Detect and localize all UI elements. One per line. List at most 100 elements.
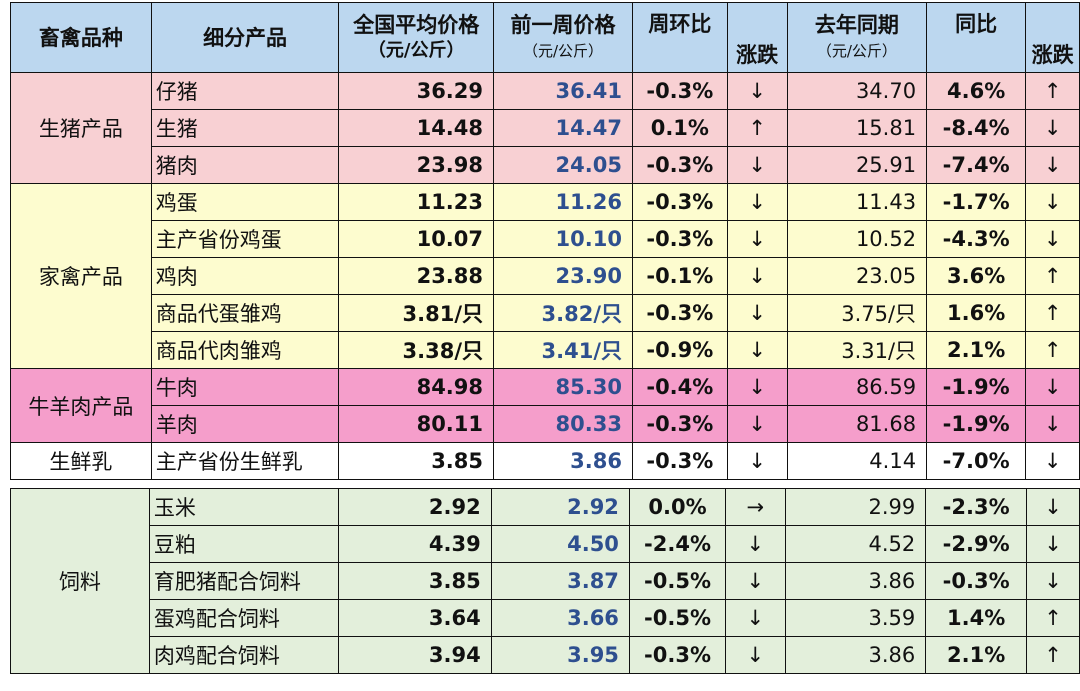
wow-arrow-icon: ↑	[726, 109, 788, 147]
header-last-year-title: 去年同期	[814, 12, 899, 37]
last-year-cell: 3.75/只	[786, 294, 928, 332]
wow-arrow-icon: ↓	[725, 599, 786, 637]
table-row: 羊肉 80.11 80.33 -0.3% ↓ 81.68 -1.9% ↓	[11, 405, 1080, 443]
wow-arrow-icon: →	[725, 488, 786, 526]
table-row: 生鲜乳 主产省份生鲜乳 3.85 3.86 -0.3% ↓ 4.14 -7.0% ↓	[10, 442, 1080, 480]
avg-price-cell: 3.81/只	[338, 294, 495, 332]
yoy-arrow-icon: ↑	[1026, 599, 1080, 637]
wow-arrow-icon: ↓	[726, 220, 788, 258]
avg-price-cell: 23.98	[338, 146, 495, 184]
product-cell: 玉米	[148, 488, 340, 526]
table-row: 主产省份鸡蛋 10.07 10.10 -0.3% ↓ 10.52 -4.3% ↓	[11, 220, 1080, 258]
product-cell: 商品代蛋雏鸡	[150, 294, 340, 332]
header-avg-price-unit: （元/公斤）	[367, 39, 465, 61]
header-wow: 周环比	[631, 2, 728, 73]
avg-price-cell: 3.85	[338, 562, 492, 600]
wow-cell: -0.3%	[631, 294, 728, 332]
header-last-year: 去年同期 （元/公斤）	[786, 2, 928, 73]
header-prev-week: 前一周价格 （元/公斤）	[493, 2, 633, 73]
last-year-cell: 3.31/只	[786, 331, 928, 369]
yoy-arrow-icon: ↓	[1026, 562, 1080, 600]
table-row: 蛋鸡配合饲料 3.64 3.66 -0.5% ↓ 3.59 1.4% ↑	[11, 599, 1080, 637]
wow-arrow-icon: ↓	[726, 368, 788, 406]
product-cell: 羊肉	[150, 405, 340, 443]
last-year-cell: 2.99	[784, 488, 927, 526]
wow-arrow-icon: ↓	[726, 442, 788, 480]
product-cell: 鸡蛋	[150, 183, 340, 221]
prev-week-cell: 10.10	[493, 220, 633, 258]
avg-price-cell: 3.94	[338, 636, 492, 674]
last-year-cell: 11.43	[786, 183, 928, 221]
product-cell: 生猪	[150, 109, 340, 147]
table-row: 生猪 14.48 14.47 0.1% ↑ 15.81 -8.4% ↓	[11, 109, 1080, 147]
table-row: 家禽产品 鸡蛋 11.23 11.26 -0.3% ↓ 11.43 -1.7% ↓	[10, 183, 1080, 369]
last-year-cell: 3.86	[784, 562, 927, 600]
product-cell: 主产省份生鲜乳	[150, 442, 340, 480]
last-year-cell: 25.91	[786, 146, 928, 184]
yoy-cell: -1.9%	[926, 368, 1027, 406]
yoy-cell: -4.3%	[926, 220, 1027, 258]
wow-arrow-icon: ↓	[726, 257, 788, 295]
avg-price-cell: 23.88	[338, 257, 495, 295]
avg-price-cell: 14.48	[338, 109, 495, 147]
wow-arrow-icon: ↓	[726, 146, 788, 184]
avg-price-cell: 80.11	[338, 405, 495, 443]
yoy-cell: -2.3%	[925, 488, 1028, 526]
wow-cell: -0.9%	[631, 331, 728, 369]
yoy-arrow-icon: ↓	[1025, 109, 1080, 147]
prev-week-cell: 4.50	[490, 525, 630, 563]
yoy-arrow-icon: ↑	[1025, 257, 1080, 295]
product-cell: 蛋鸡配合饲料	[148, 599, 340, 637]
feed-price-table: 饲料 玉米 2.92 2.92 0.0% → 2.99 -2.3% ↓ 豆粕 4.39 4.50 -2.…	[10, 488, 1080, 674]
product-cell: 育肥猪配合饲料	[148, 562, 340, 600]
wow-cell: -0.3%	[631, 146, 728, 184]
yoy-arrow-icon: ↑	[1026, 636, 1080, 674]
yoy-cell: 3.6%	[926, 257, 1027, 295]
avg-price-cell: 2.92	[338, 488, 492, 526]
product-cell: 肉鸡配合饲料	[148, 636, 340, 674]
avg-price-cell: 4.39	[338, 525, 492, 563]
prev-week-cell: 3.86	[493, 442, 633, 480]
table-row: 猪肉 23.98 24.05 -0.3% ↓ 25.91 -7.4% ↓	[11, 146, 1080, 184]
avg-price-cell: 3.64	[338, 599, 492, 637]
yoy-cell: -2.9%	[925, 525, 1028, 563]
table-row: 牛羊肉产品 牛肉 84.98 85.30 -0.4% ↓ 86.59 -1.9% ↓	[10, 368, 1080, 443]
header-last-year-unit: （元/公斤）	[816, 41, 897, 60]
avg-price-cell: 11.23	[338, 183, 495, 221]
yoy-cell: 2.1%	[925, 636, 1028, 674]
wow-cell: 0.1%	[631, 109, 728, 147]
product-cell: 商品代肉雏鸡	[150, 331, 340, 369]
prev-week-cell: 23.90	[493, 257, 633, 295]
wow-cell: -0.3%	[631, 220, 728, 258]
wow-cell: -0.3%	[631, 442, 728, 480]
table-row: 商品代蛋雏鸡 3.81/只 3.82/只 -0.3% ↓ 3.75/只 1.6% ↑	[11, 294, 1080, 332]
yoy-cell: 1.6%	[926, 294, 1027, 332]
prev-week-cell: 3.87	[490, 562, 630, 600]
header-prev-week-title: 前一周价格	[510, 12, 616, 37]
last-year-cell: 81.68	[786, 405, 928, 443]
yoy-arrow-icon: ↓	[1025, 405, 1080, 443]
prev-week-cell: 3.66	[490, 599, 630, 637]
yoy-cell: -8.4%	[926, 109, 1027, 147]
yoy-cell: 2.1%	[926, 331, 1027, 369]
product-cell: 猪肉	[150, 146, 340, 184]
product-cell: 主产省份鸡蛋	[150, 220, 340, 258]
yoy-cell: -1.9%	[926, 405, 1027, 443]
wow-arrow-icon: ↓	[726, 72, 788, 110]
wow-arrow-icon: ↓	[725, 562, 786, 600]
table-row: 豆粕 4.39 4.50 -2.4% ↓ 4.52 -2.9% ↓	[11, 525, 1080, 563]
table-row: 育肥猪配合饲料 3.85 3.87 -0.5% ↓ 3.86 -0.3% ↓	[11, 562, 1080, 600]
last-year-cell: 3.86	[784, 636, 927, 674]
yoy-arrow-icon: ↓	[1025, 442, 1080, 480]
product-cell: 鸡肉	[150, 257, 340, 295]
product-cell: 豆粕	[148, 525, 340, 563]
last-year-cell: 4.14	[786, 442, 928, 480]
header-avg-price: 全国平均价格 （元/公斤）	[338, 2, 495, 73]
product-cell: 牛肉	[150, 368, 340, 406]
yoy-cell: -0.3%	[925, 562, 1028, 600]
wow-arrow-icon: ↓	[726, 331, 788, 369]
yoy-arrow-icon: ↓	[1026, 488, 1080, 526]
yoy-arrow-icon: ↓	[1025, 368, 1080, 406]
wow-cell: -0.1%	[631, 257, 728, 295]
yoy-arrow-icon: ↑	[1025, 294, 1080, 332]
